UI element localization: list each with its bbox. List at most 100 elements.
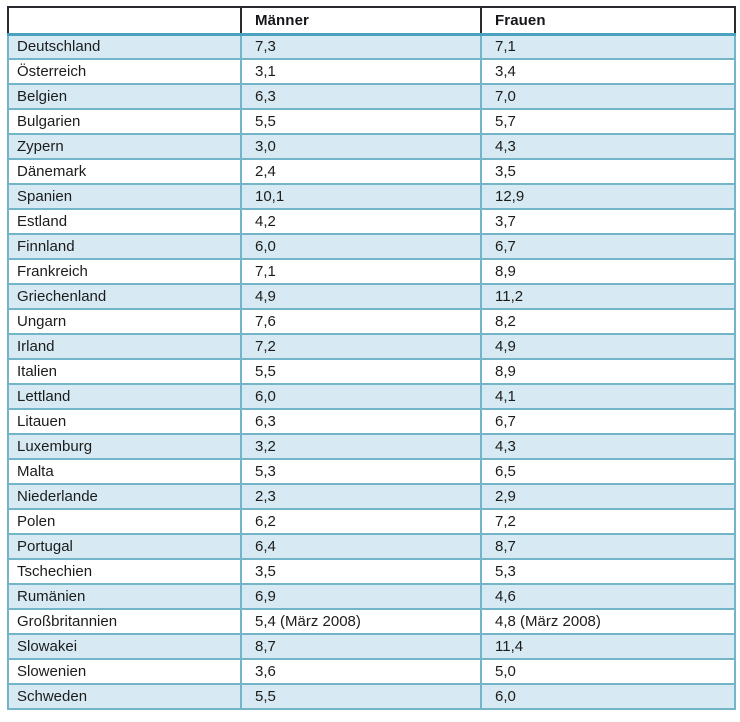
frauen-value-cell: 6,5 — [480, 458, 736, 485]
maenner-value-cell: 2,4 — [240, 158, 482, 185]
frauen-value-cell: 7,2 — [480, 508, 736, 535]
maenner-value-cell: 5,5 — [240, 108, 482, 135]
gender-data-table: Männer Frauen Deutschland 7,3 7,1 Österreic… — [7, 6, 736, 710]
maenner-value-cell: 2,3 — [240, 483, 482, 510]
country-cell: Rumänien — [7, 583, 242, 610]
maenner-value-cell: 5,5 — [240, 358, 482, 385]
country-cell: Lettland — [7, 383, 242, 410]
table-row: Estland 4,2 3,7 — [7, 208, 736, 235]
table-row: Griechenland 4,9 11,2 — [7, 283, 736, 310]
frauen-value-cell: 3,4 — [480, 58, 736, 85]
table-row: Italien 5,5 8,9 — [7, 358, 736, 385]
maenner-value-cell: 7,1 — [240, 258, 482, 285]
frauen-value-cell: 4,1 — [480, 383, 736, 410]
country-cell: Schweden — [7, 683, 242, 710]
table-row: Zypern 3,0 4,3 — [7, 133, 736, 160]
country-cell: Deutschland — [7, 33, 242, 60]
table-row: Belgien 6,3 7,0 — [7, 83, 736, 110]
table-row: Lettland 6,0 4,1 — [7, 383, 736, 410]
table-row: Malta 5,3 6,5 — [7, 458, 736, 485]
header-cell-country — [7, 6, 242, 36]
country-cell: Bulgarien — [7, 108, 242, 135]
country-cell: Portugal — [7, 533, 242, 560]
country-cell: Spanien — [7, 183, 242, 210]
frauen-value-cell: 5,7 — [480, 108, 736, 135]
maenner-value-cell: 3,5 — [240, 558, 482, 585]
maenner-value-cell: 3,0 — [240, 133, 482, 160]
frauen-value-cell: 11,2 — [480, 283, 736, 310]
country-cell: Slowakei — [7, 633, 242, 660]
frauen-value-cell: 5,3 — [480, 558, 736, 585]
maenner-value-cell: 6,0 — [240, 233, 482, 260]
maenner-value-cell: 6,4 — [240, 533, 482, 560]
maenner-value-cell: 5,5 — [240, 683, 482, 710]
maenner-value-cell: 10,1 — [240, 183, 482, 210]
frauen-value-cell: 8,7 — [480, 533, 736, 560]
frauen-value-cell: 4,3 — [480, 433, 736, 460]
table-row: Polen 6,2 7,2 — [7, 508, 736, 535]
maenner-value-cell: 6,0 — [240, 383, 482, 410]
maenner-value-cell: 4,2 — [240, 208, 482, 235]
frauen-value-cell: 6,7 — [480, 408, 736, 435]
table-row: Niederlande 2,3 2,9 — [7, 483, 736, 510]
frauen-value-cell: 8,9 — [480, 358, 736, 385]
unemployment-table-container: Männer Frauen Deutschland 7,3 7,1 Österreic… — [7, 6, 736, 710]
country-cell: Polen — [7, 508, 242, 535]
maenner-value-cell: 3,1 — [240, 58, 482, 85]
maenner-value-cell: 5,3 — [240, 458, 482, 485]
table-row: Finnland 6,0 6,7 — [7, 233, 736, 260]
frauen-value-cell: 7,0 — [480, 83, 736, 110]
country-cell: Zypern — [7, 133, 242, 160]
table-row: Österreich 3,1 3,4 — [7, 58, 736, 85]
country-cell: Dänemark — [7, 158, 242, 185]
table-row: Deutschland 7,3 7,1 — [7, 33, 736, 60]
table-row: Tschechien 3,5 5,3 — [7, 558, 736, 585]
table-row: Spanien 10,1 12,9 — [7, 183, 736, 210]
country-cell: Österreich — [7, 58, 242, 85]
country-cell: Frankreich — [7, 258, 242, 285]
table-row: Litauen 6,3 6,7 — [7, 408, 736, 435]
maenner-value-cell: 4,9 — [240, 283, 482, 310]
maenner-value-cell: 6,2 — [240, 508, 482, 535]
header-cell-frauen: Frauen — [480, 6, 736, 36]
country-cell: Slowenien — [7, 658, 242, 685]
frauen-value-cell: 4,3 — [480, 133, 736, 160]
header-cell-maenner: Männer — [240, 6, 482, 36]
table-row: Bulgarien 5,5 5,7 — [7, 108, 736, 135]
frauen-value-cell: 6,7 — [480, 233, 736, 260]
country-cell: Italien — [7, 358, 242, 385]
frauen-value-cell: 6,0 — [480, 683, 736, 710]
country-cell: Tschechien — [7, 558, 242, 585]
table-row: Portugal 6,4 8,7 — [7, 533, 736, 560]
table-row: Irland 7,2 4,9 — [7, 333, 736, 360]
maenner-value-cell: 6,3 — [240, 83, 482, 110]
maenner-value-cell: 7,2 — [240, 333, 482, 360]
country-cell: Luxemburg — [7, 433, 242, 460]
table-row: Rumänien 6,9 4,6 — [7, 583, 736, 610]
maenner-value-cell: 7,3 — [240, 33, 482, 60]
frauen-value-cell: 8,2 — [480, 308, 736, 335]
maenner-value-cell: 6,9 — [240, 583, 482, 610]
maenner-value-cell: 6,3 — [240, 408, 482, 435]
frauen-value-cell: 4,9 — [480, 333, 736, 360]
maenner-value-cell: 7,6 — [240, 308, 482, 335]
frauen-value-cell: 2,9 — [480, 483, 736, 510]
maenner-value-cell: 3,6 — [240, 658, 482, 685]
table-row: Schweden 5,5 6,0 — [7, 683, 736, 710]
table-row: Großbritannien 5,4 (März 2008) 4,8 (März 2… — [7, 608, 736, 635]
country-cell: Malta — [7, 458, 242, 485]
country-cell: Litauen — [7, 408, 242, 435]
table-row: Slowenien 3,6 5,0 — [7, 658, 736, 685]
frauen-value-cell: 11,4 — [480, 633, 736, 660]
maenner-value-cell: 3,2 — [240, 433, 482, 460]
maenner-value-cell: 5,4 (März 2008) — [240, 608, 482, 635]
header-row: Männer Frauen — [7, 6, 736, 36]
frauen-value-cell: 3,7 — [480, 208, 736, 235]
country-cell: Ungarn — [7, 308, 242, 335]
country-cell: Finnland — [7, 233, 242, 260]
country-cell: Großbritannien — [7, 608, 242, 635]
frauen-value-cell: 3,5 — [480, 158, 736, 185]
frauen-value-cell: 12,9 — [480, 183, 736, 210]
country-cell: Estland — [7, 208, 242, 235]
table-body: Deutschland 7,3 7,1 Österreich 3,1 3,4 Belgien… — [7, 33, 736, 710]
